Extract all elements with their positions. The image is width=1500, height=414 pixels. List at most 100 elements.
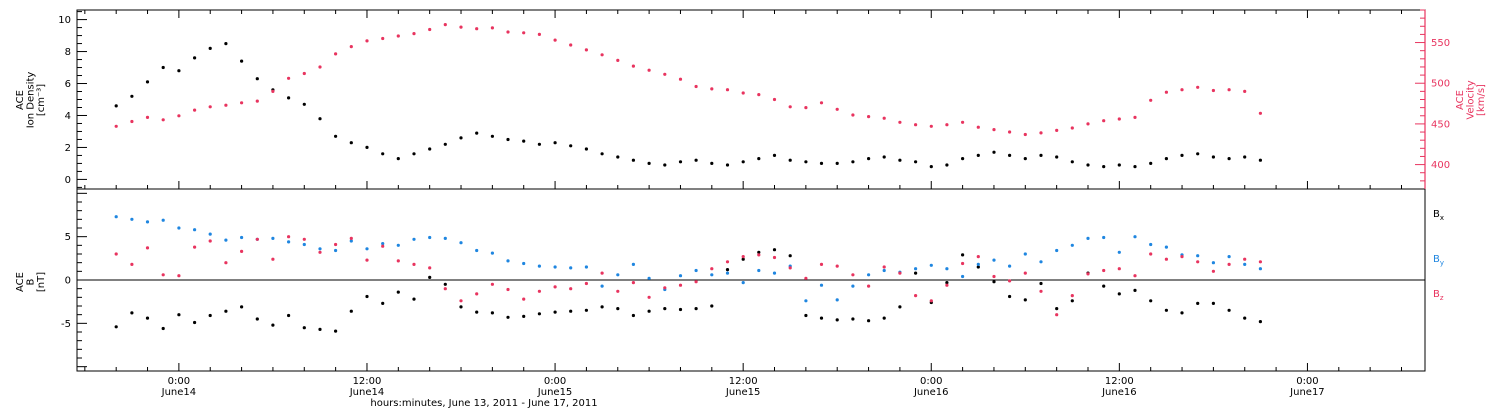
by-point — [851, 284, 855, 288]
by-point — [961, 274, 965, 279]
bz-point — [145, 246, 150, 250]
density-point — [741, 160, 745, 164]
by-point — [318, 247, 322, 251]
by-point — [1149, 242, 1153, 247]
velocity-point — [929, 124, 933, 128]
density-tick-label: 8 — [65, 47, 71, 58]
density-axis-label: ACE Ion Density [cm⁻³] — [15, 72, 47, 129]
density-point — [506, 137, 510, 142]
bz-point — [725, 260, 730, 264]
by-point — [678, 274, 683, 278]
density-point — [208, 46, 212, 51]
data-points — [114, 23, 1262, 333]
density-point — [914, 160, 918, 164]
density-point — [1258, 158, 1262, 162]
density-point — [663, 163, 667, 167]
bz-point — [1243, 257, 1247, 261]
by-point — [819, 283, 824, 287]
velocity-point — [193, 108, 197, 112]
bz-point — [1133, 274, 1137, 278]
bx-point — [788, 254, 792, 258]
bx-point — [631, 313, 636, 318]
bz-point — [1196, 260, 1200, 264]
velocity-point — [1258, 111, 1262, 115]
by-point — [130, 217, 134, 221]
velocity-point — [318, 65, 322, 69]
axis-ticks: 0246810400450500550-5050:00June1412:00Ju… — [58, 9, 1450, 398]
bx-point — [193, 320, 197, 325]
velocity-point — [914, 123, 918, 127]
bz-point — [631, 281, 636, 285]
by-point — [365, 247, 369, 251]
bx-point — [851, 317, 855, 321]
bx-point — [569, 309, 573, 313]
bx-point — [428, 275, 432, 279]
density-tick-label: 0 — [65, 175, 71, 186]
bz-point — [1086, 272, 1090, 276]
density-point — [992, 150, 996, 154]
velocity-point — [334, 52, 338, 56]
density-point — [616, 155, 620, 159]
x-tick-label-time: 0:00 — [544, 376, 566, 387]
bx-point — [663, 307, 667, 311]
velocity-point — [1196, 85, 1200, 89]
legend-subscript: y — [1440, 259, 1444, 267]
bx-point — [914, 271, 918, 275]
density-axis-label-line: [cm⁻³] — [36, 84, 47, 116]
by-point — [804, 299, 808, 303]
density-point — [882, 155, 886, 159]
density-point — [381, 152, 385, 156]
velocity-point — [428, 27, 432, 32]
bz-point — [976, 255, 980, 259]
by-point — [553, 265, 557, 269]
bx-point — [1133, 288, 1137, 292]
velocity-point — [976, 125, 980, 129]
density-point — [867, 157, 871, 161]
bx-point — [1227, 308, 1231, 312]
velocity-point — [287, 76, 291, 80]
bz-point — [271, 257, 275, 261]
x-tick-label-date: June15 — [537, 387, 573, 398]
bz-point — [428, 266, 432, 270]
velocity-point — [1086, 122, 1090, 126]
velocity-point — [882, 116, 886, 120]
bx-point — [867, 319, 871, 323]
velocity-point — [631, 64, 636, 68]
by-point — [945, 267, 949, 271]
by-point — [459, 241, 463, 245]
density-axis-label-line: Ion Density — [26, 72, 37, 129]
bz-point — [1023, 271, 1027, 275]
bx-point — [255, 317, 259, 321]
by-point — [992, 258, 996, 262]
bz-point — [961, 261, 965, 266]
bx-point — [271, 323, 275, 327]
by-point — [835, 298, 839, 302]
velocity-point — [1102, 119, 1106, 123]
bx-point — [1149, 299, 1153, 303]
bx-point — [647, 309, 651, 313]
bz-point — [1070, 294, 1074, 298]
density-point — [898, 158, 902, 162]
by-point — [224, 238, 228, 242]
bx-point — [365, 294, 369, 299]
bx-point — [161, 326, 165, 331]
bfield-tick-label: 5 — [65, 232, 71, 243]
density-point — [255, 77, 259, 81]
bx-point — [349, 309, 353, 313]
density-point — [1008, 153, 1012, 157]
by-point — [537, 264, 542, 268]
bfield-axis-label-line: ACE — [15, 272, 26, 292]
velocity-point — [459, 25, 463, 29]
bx-point — [992, 280, 996, 284]
legend-bx: Bx — [1433, 209, 1444, 222]
density-axis-label-line: ACE — [15, 90, 26, 110]
by-point — [1196, 254, 1200, 258]
velocity-point — [1211, 88, 1215, 93]
density-point — [428, 147, 432, 151]
bx-point — [396, 290, 400, 294]
by-point — [882, 268, 886, 273]
by-point — [1102, 235, 1106, 240]
bz-point — [537, 289, 542, 293]
density-point — [240, 59, 244, 63]
